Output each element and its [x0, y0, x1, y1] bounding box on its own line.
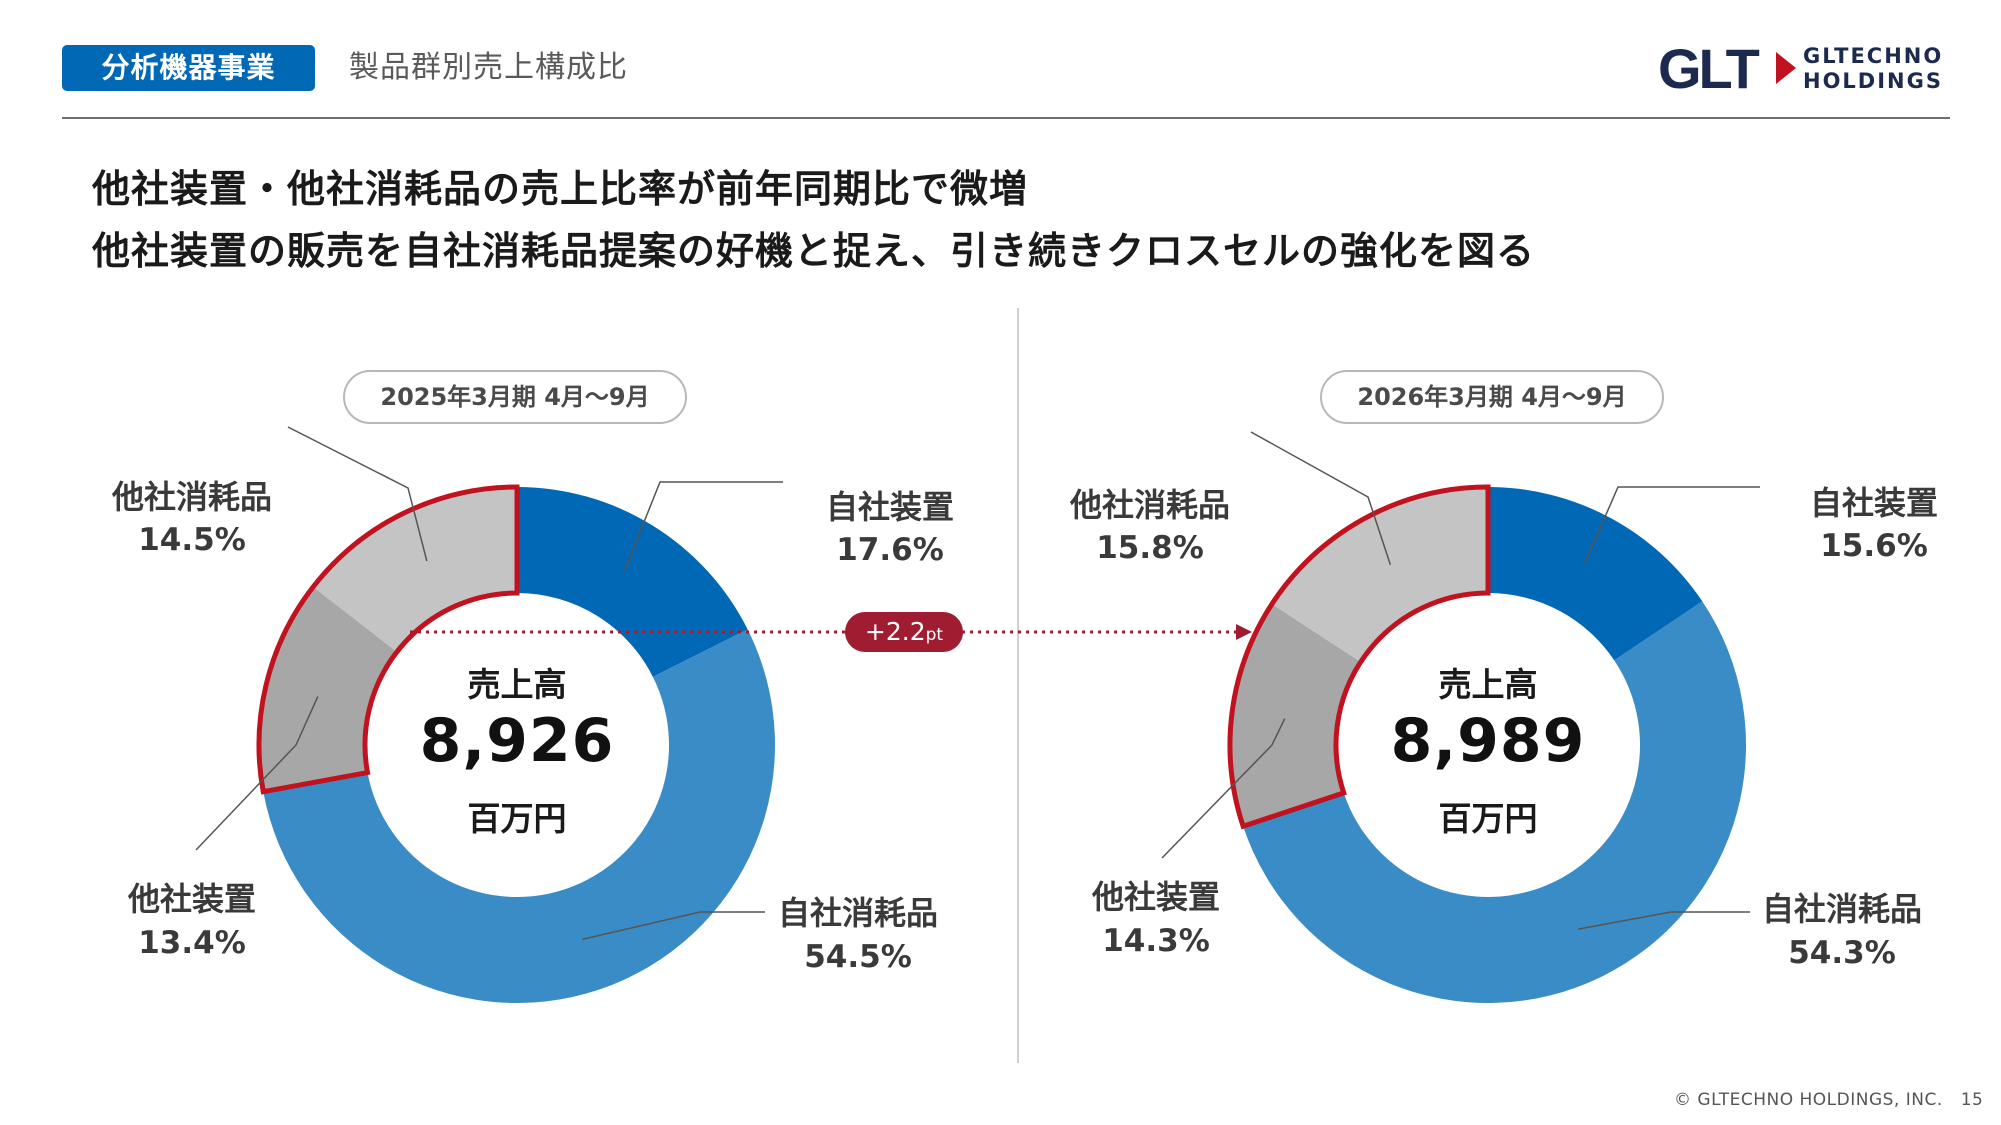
slice-label-own-consumables-prev: 自社消耗品 [777, 894, 938, 932]
logo-line-2: HOLDINGS [1803, 69, 1943, 93]
slice-label-own-consumables-current: 自社消耗品 [1761, 890, 1922, 928]
footer: © GLTECHNO HOLDINGS, INC. 15 [1674, 1090, 1983, 1110]
segment-badge: 分析機器事業 [62, 45, 315, 91]
leader-line-own-equipment-prev [623, 481, 783, 571]
slice-pct-own-equipment-current: 15.6% [1820, 528, 1928, 564]
slice-pct-other-equipment-prev: 13.4% [138, 925, 246, 961]
donut-slice-other-consumables-current [1271, 487, 1488, 662]
total-sales-prev: 8,926 [419, 706, 615, 776]
donut-slice-own-consumables-current [1243, 601, 1746, 1004]
slice-pct-own-consumables-prev: 54.5% [804, 939, 912, 975]
period-pill-current: 2026年3月期 4月～9月 [1320, 370, 1664, 424]
donut-slice-own-equipment-current [1488, 487, 1703, 661]
copyright: © GLTECHNO HOLDINGS, INC. [1674, 1090, 1943, 1110]
donut-slice-own-consumables-prev [263, 629, 775, 1004]
logo-mark-text: GLT [1658, 38, 1760, 98]
period-pill-prev: 2025年3月期 4月～9月 [343, 370, 687, 424]
leader-line-other-equipment-prev [195, 696, 319, 851]
donut-slice-own-equipment-prev [517, 487, 748, 677]
company-logo-icon: GLT [1658, 38, 1796, 98]
slice-label-own-equipment-current: 自社装置 [1809, 484, 1938, 522]
center-label-current: 売上高 [1438, 665, 1538, 704]
logo-wordmark: GLTECHNO HOLDINGS [1803, 44, 1943, 94]
logo-line-1: GLTECHNO [1803, 44, 1944, 68]
highlight-outline-other-current [1227, 484, 1491, 830]
leader-line-own-equipment-current [1583, 486, 1760, 565]
delta-arrow-head-icon [1236, 624, 1252, 640]
slice-label-other-equipment-current: 他社装置 [1091, 878, 1220, 916]
leader-line-other-consumables-current [1250, 431, 1392, 565]
highlight-outline-other-prev [256, 484, 520, 795]
logo-arrow-icon [1776, 52, 1796, 84]
leader-line-other-equipment-current [1161, 718, 1286, 859]
leader-line-other-consumables-prev [287, 426, 428, 562]
page-subtitle: 製品群別売上構成比 [349, 50, 628, 85]
slice-pct-own-consumables-current: 54.3% [1788, 935, 1896, 971]
total-unit-current: 百万円 [1438, 799, 1538, 838]
slice-pct-own-equipment-prev: 17.6% [836, 532, 944, 568]
headline-line-1: 他社装置・他社消耗品の売上比率が前年同期比で微増 [92, 167, 1029, 211]
center-label-prev: 売上高 [467, 665, 567, 704]
total-sales-current: 8,989 [1390, 706, 1586, 776]
delta-badge: +2.2pt [845, 612, 963, 652]
page-number: 15 [1960, 1090, 1984, 1110]
leader-line-own-consumables-current [1578, 911, 1750, 930]
chart-divider [1017, 308, 1019, 1063]
headline-line-2: 他社装置の販売を自社消耗品提案の好機と捉え、引き続きクロスセルの強化を図る [92, 229, 1536, 273]
slice-label-other-consumables-current: 他社消耗品 [1069, 486, 1230, 524]
delta-value: +2.2 [864, 617, 926, 646]
slice-label-own-equipment-prev: 自社装置 [825, 488, 954, 526]
slice-pct-other-consumables-current: 15.8% [1096, 530, 1204, 566]
total-unit-prev: 百万円 [467, 799, 567, 838]
header-divider [62, 117, 1950, 119]
donut-slice-other-equipment-prev [259, 586, 397, 792]
slice-label-other-equipment-prev: 他社装置 [127, 880, 256, 918]
slice-pct-other-consumables-prev: 14.5% [138, 522, 246, 558]
leader-line-own-consumables-prev [582, 911, 765, 941]
slice-label-other-consumables-prev: 他社消耗品 [111, 478, 272, 516]
slice-pct-other-equipment-current: 14.3% [1102, 923, 1210, 959]
donut-slice-other-consumables-prev [313, 487, 517, 652]
donut-slice-other-equipment-current [1229, 604, 1361, 827]
delta-unit: pt [925, 625, 944, 645]
